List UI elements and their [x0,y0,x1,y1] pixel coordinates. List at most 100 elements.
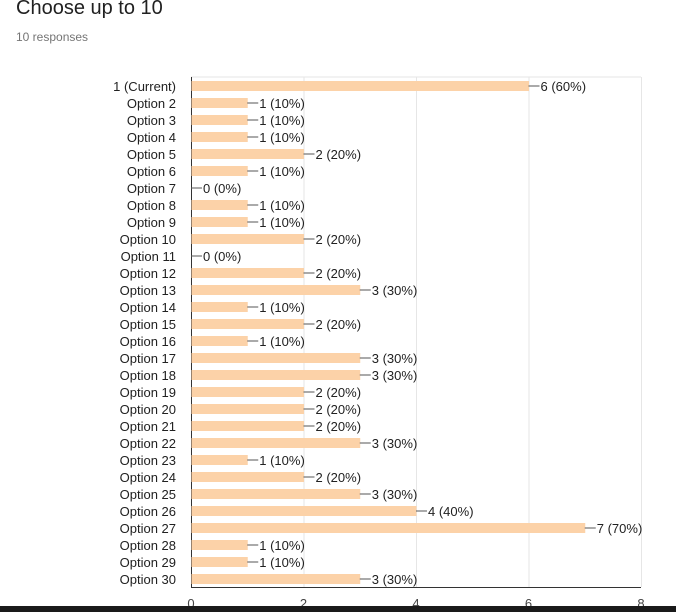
bar [191,319,304,329]
bar [191,166,248,176]
bar [191,353,361,363]
category-label: Option 5 [127,147,176,162]
category-label: Option 25 [120,487,176,502]
bar [191,98,248,108]
category-label: Option 4 [127,130,176,145]
value-label: 3 (30%) [372,487,418,502]
value-label: 1 (10%) [259,130,305,145]
bar [191,387,304,397]
value-label: 7 (70%) [597,521,643,536]
x-tick-label: 0 [187,596,194,611]
category-label: Option 12 [120,266,176,281]
value-label: 2 (20%) [316,232,362,247]
value-label: 2 (20%) [316,402,362,417]
bar [191,268,304,278]
value-label: 1 (10%) [259,453,305,468]
value-label: 6 (60%) [541,79,587,94]
value-label: 1 (10%) [259,215,305,230]
bar [191,404,304,414]
category-label: Option 15 [120,317,176,332]
category-labels: 1 (Current) Option 2 Option 3 Option 4 Optio… [113,79,176,587]
bars [191,81,586,584]
category-label: Option 6 [127,164,176,179]
category-label: Option 17 [120,351,176,366]
category-label: Option 22 [120,436,176,451]
category-label: Option 23 [120,453,176,468]
x-tick-label: 8 [637,596,644,611]
bar [191,81,529,91]
value-label: 2 (20%) [316,317,362,332]
category-label: Option 30 [120,572,176,587]
bar [191,200,248,210]
category-label: Option 20 [120,402,176,417]
category-label: Option 9 [127,215,176,230]
response-count: 10 responses [16,30,89,44]
value-label: 1 (10%) [259,334,305,349]
value-label: 1 (10%) [259,113,305,128]
bar [191,523,586,533]
category-label: Option 11 [121,249,176,264]
bar [191,132,248,142]
value-label: 3 (30%) [372,436,418,451]
x-tick-label: 2 [300,596,307,611]
value-label: 1 (10%) [259,164,305,179]
category-label: Option 3 [127,113,176,128]
value-label: 3 (30%) [372,572,418,587]
bar [191,285,361,295]
value-label: 2 (20%) [316,266,362,281]
category-label: Option 8 [127,198,176,213]
value-label: 0 (0%) [203,249,241,264]
bar [191,506,417,516]
category-label: Option 10 [120,232,176,247]
value-labels: 6 (60%) 1 (10%) 1 (10%) 1 (10%) 2 (20%) 1 (10… [191,79,642,587]
category-label: Option 14 [120,300,176,315]
value-label: 3 (30%) [372,283,418,298]
value-label: 1 (10%) [259,96,305,111]
category-label: Option 13 [120,283,176,298]
bar [191,149,304,159]
category-label: Option 21 [120,419,176,434]
bar [191,302,248,312]
value-label: 4 (40%) [428,504,474,519]
category-label: Option 2 [127,96,176,111]
bar [191,574,361,584]
bar [191,557,248,567]
x-axis-ticks: 0 2 4 6 8 [187,596,644,611]
chart-title: Choose up to 10 [16,0,163,19]
value-label: 2 (20%) [316,147,362,162]
bar [191,540,248,550]
bar [191,115,248,125]
window-bottom-edge [0,606,676,612]
category-label: Option 18 [120,368,176,383]
bar [191,370,361,380]
category-label: Option 26 [120,504,176,519]
category-label: Option 16 [120,334,176,349]
bar [191,455,248,465]
value-label: 1 (10%) [259,198,305,213]
category-label: Option 19 [120,385,176,400]
bar [191,336,248,346]
value-label: 0 (0%) [203,181,241,196]
category-label: Option 24 [120,470,176,485]
value-label: 3 (30%) [372,351,418,366]
value-label: 2 (20%) [316,385,362,400]
value-label: 1 (10%) [259,538,305,553]
bar [191,217,248,227]
grid-lines [191,76,642,588]
x-tick-label: 4 [412,596,419,611]
value-label: 3 (30%) [372,368,418,383]
value-label: 1 (10%) [259,555,305,570]
category-label: Option 29 [120,555,176,570]
category-label: Option 27 [120,521,176,536]
bar [191,489,361,499]
value-label: 2 (20%) [316,470,362,485]
category-label: Option 28 [120,538,176,553]
x-tick-label: 6 [525,596,532,611]
value-label: 2 (20%) [316,419,362,434]
bar [191,438,361,448]
bar [191,234,304,244]
value-label: 1 (10%) [259,300,305,315]
bar [191,472,304,482]
bar [191,421,304,431]
